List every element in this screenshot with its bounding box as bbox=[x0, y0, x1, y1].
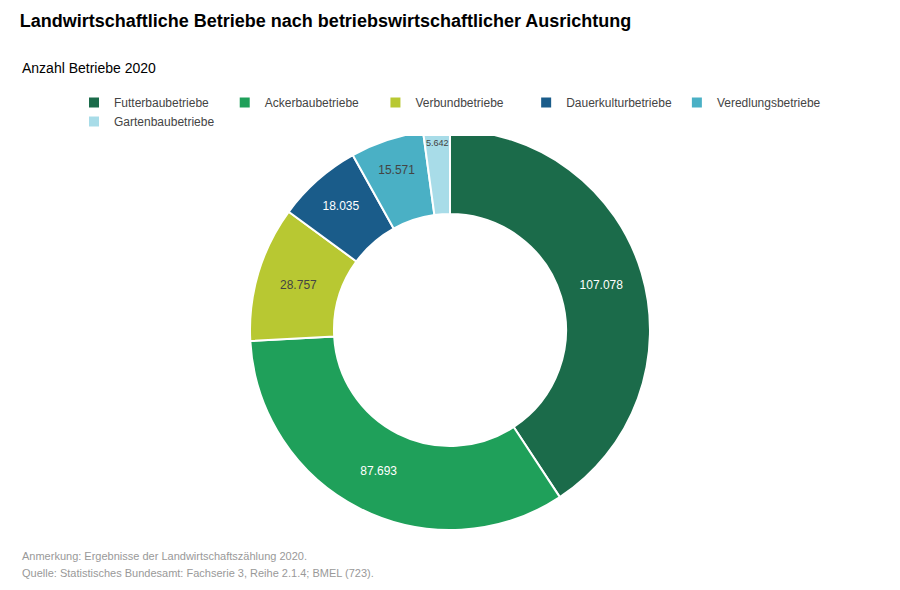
svg-text:15.571: 15.571 bbox=[378, 163, 415, 177]
svg-text:Anmerkung: Ergebnisse der Land: Anmerkung: Ergebnisse der Landwirtschaft… bbox=[22, 550, 307, 562]
svg-text:5.642: 5.642 bbox=[426, 138, 449, 148]
svg-text:28.757: 28.757 bbox=[280, 278, 317, 292]
svg-text:87.693: 87.693 bbox=[360, 464, 397, 478]
svg-text:18.035: 18.035 bbox=[322, 199, 359, 213]
svg-text:Anzahl Betriebe 2020: Anzahl Betriebe 2020 bbox=[22, 60, 156, 76]
svg-text:Veredlungsbetriebe: Veredlungsbetriebe bbox=[717, 96, 821, 110]
svg-text:Landwirtschaftliche Betriebe n: Landwirtschaftliche Betriebe nach betrie… bbox=[20, 11, 631, 31]
svg-text:Verbundbetriebe: Verbundbetriebe bbox=[415, 96, 503, 110]
svg-text:107.078: 107.078 bbox=[580, 278, 624, 292]
svg-text:Ackerbaubetriebe: Ackerbaubetriebe bbox=[265, 96, 359, 110]
svg-text:Gartenbaubetriebe: Gartenbaubetriebe bbox=[114, 115, 214, 129]
svg-text:Quelle: Statistisches Bundesam: Quelle: Statistisches Bundesamt: Fachser… bbox=[22, 567, 374, 579]
svg-text:Futterbaubetriebe: Futterbaubetriebe bbox=[114, 96, 209, 110]
svg-text:Dauerkulturbetriebe: Dauerkulturbetriebe bbox=[566, 96, 672, 110]
